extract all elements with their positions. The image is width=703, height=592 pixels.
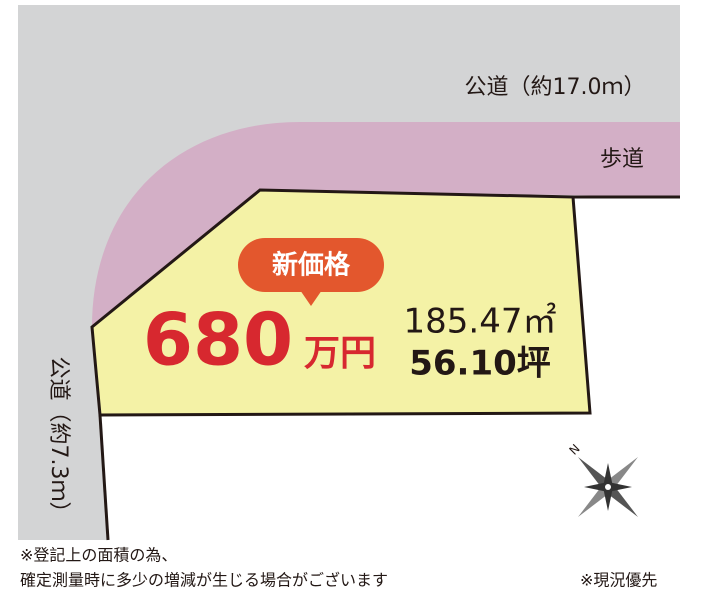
note: ※現況優先 <box>580 571 657 590</box>
badge <box>238 238 384 292</box>
road-edge <box>98 414 110 541</box>
plot <box>90 188 592 417</box>
note: ※登記上の面積の為、 <box>20 546 177 565</box>
sidewalk-label: 歩道 <box>600 147 644 172</box>
price-unit: 万円 <box>304 333 376 374</box>
area-tsubo: 56.10坪 <box>409 344 551 384</box>
badge-text: 新価格 <box>272 250 351 281</box>
road-top-label: 公道（約17.0ｍ） <box>465 75 646 100</box>
badge-pointer <box>300 290 322 306</box>
area-sqm: 185.47㎡ <box>404 302 557 342</box>
price: 680 <box>143 298 293 382</box>
sidewalk-area <box>92 122 680 327</box>
road-left-label: 公道（約7.3ｍ） <box>46 357 71 524</box>
note: 確定測量時に多少の増減が生じる場合がございます <box>20 571 388 590</box>
compass <box>578 457 638 517</box>
